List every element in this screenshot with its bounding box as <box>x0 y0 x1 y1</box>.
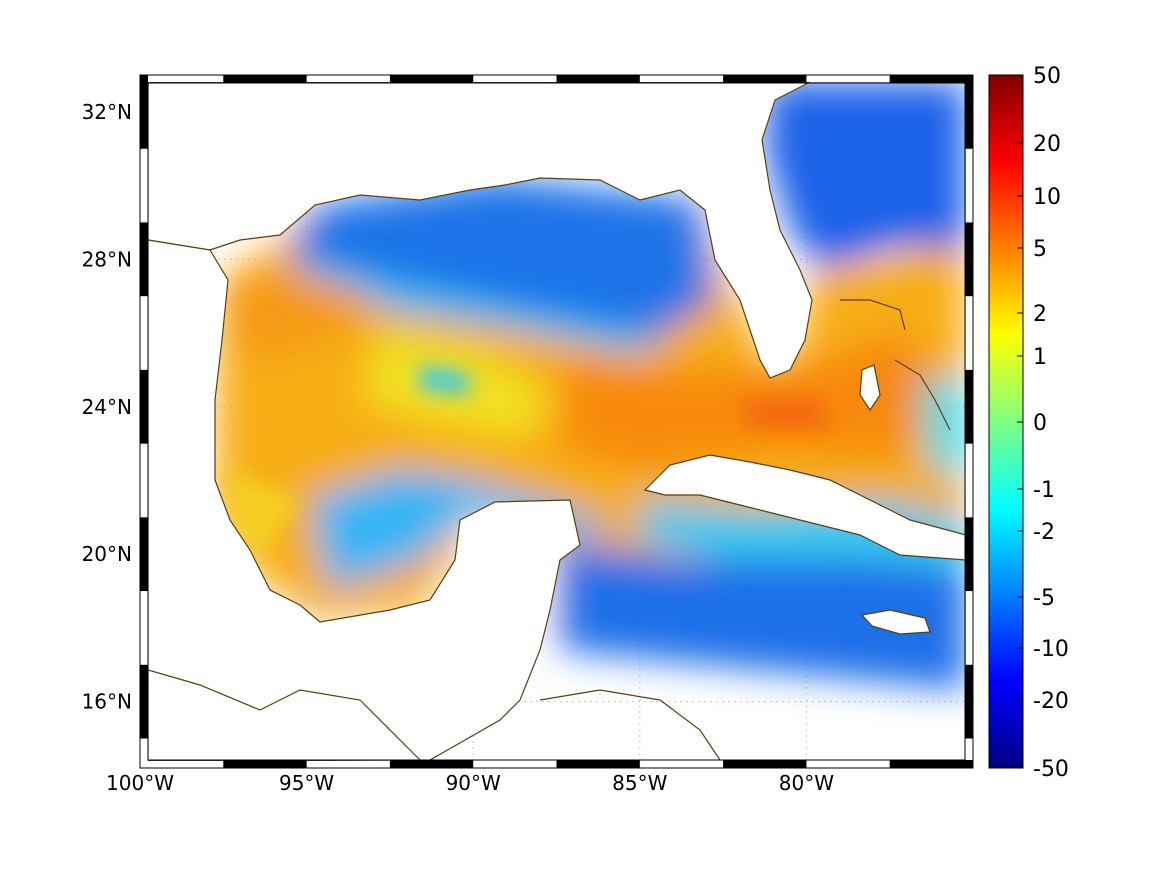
lon-label: 90°W <box>446 771 501 795</box>
field-south-gulf-yellow <box>230 470 300 560</box>
frame-seg-left <box>140 664 148 739</box>
field-north-gulf-cyan <box>290 255 665 355</box>
colorbar-tick-label: -10 <box>1033 637 1069 662</box>
frame-seg-bottom <box>889 760 973 768</box>
coast-bahamas-east <box>840 299 951 431</box>
colorbar-tick-label: -2 <box>1033 520 1055 545</box>
frame-seg-left <box>140 369 148 444</box>
frame-seg-bottom <box>556 760 640 768</box>
frame-seg-bottom <box>223 760 307 768</box>
frame-seg-right <box>965 222 973 297</box>
lat-label: 32°N <box>82 100 132 124</box>
colorbar-tick-label: 0 <box>1033 411 1047 436</box>
field-north-gulf-blue <box>290 178 715 335</box>
frame-seg-top <box>723 75 807 83</box>
frame-seg-left <box>140 517 148 592</box>
frame-seg-left <box>140 222 148 297</box>
field-west-gulf-orange <box>225 270 380 360</box>
field-bahamas-cyan <box>920 380 966 480</box>
coast-bahamas-andros <box>859 364 881 412</box>
field-central-cyan-spot <box>420 365 470 395</box>
colorbar-tick-label: -5 <box>1033 586 1055 611</box>
colorbar-tick-label: 10 <box>1033 185 1061 210</box>
field-yucatan-channel-cyan <box>310 470 620 590</box>
frame-seg-right <box>965 369 973 444</box>
colorbar-tick-label: 5 <box>1033 237 1047 262</box>
latitude-labels: 32°N 28°N 24°N 20°N 16°N <box>82 100 132 714</box>
frame-seg-bottom <box>723 760 807 768</box>
coast-cuba <box>643 454 966 561</box>
field-caribbean-blue <box>560 540 966 690</box>
colorbar-tick-label: 50 <box>1033 64 1061 89</box>
frame-seg-right <box>965 517 973 592</box>
data-field <box>215 82 966 690</box>
lat-label: 24°N <box>82 395 132 419</box>
frame-seg-top <box>556 75 640 83</box>
field-florida-keys-orange <box>740 395 830 430</box>
frame-seg-bottom <box>389 760 474 768</box>
colorbar-tick-label: -20 <box>1033 689 1069 714</box>
colorbar-tick-label: 2 <box>1033 302 1047 327</box>
colorbar-tick-label: 1 <box>1033 345 1047 370</box>
frame-seg-top <box>889 75 973 83</box>
colorbar-tick-label: -50 <box>1033 757 1069 782</box>
land-mask <box>148 82 966 761</box>
lat-label: 16°N <box>82 690 132 714</box>
frame-seg-left <box>140 75 148 149</box>
frame-seg-right <box>965 75 973 149</box>
lon-label: 80°W <box>779 771 834 795</box>
frame-seg-top <box>223 75 307 83</box>
lon-label: 85°W <box>612 771 667 795</box>
coast-honduras <box>148 669 721 761</box>
coast-us-gulf <box>148 82 813 379</box>
longitude-labels: 100°W 95°W 90°W 85°W 80°W <box>106 771 834 795</box>
coast-jamaica <box>860 609 931 635</box>
field-atlantic-blue <box>765 82 966 270</box>
frame-seg-top <box>389 75 474 83</box>
lon-label: 100°W <box>106 771 174 795</box>
colorbar-tick-label: 20 <box>1033 132 1061 157</box>
colorbar-tick-label: -1 <box>1033 478 1055 503</box>
lat-label: 20°N <box>82 542 132 566</box>
frame-seg-right <box>965 664 973 739</box>
lat-label: 28°N <box>82 247 132 271</box>
coast-mexico-west <box>148 239 581 761</box>
map-frame <box>139 74 974 769</box>
lon-label: 95°W <box>279 771 334 795</box>
